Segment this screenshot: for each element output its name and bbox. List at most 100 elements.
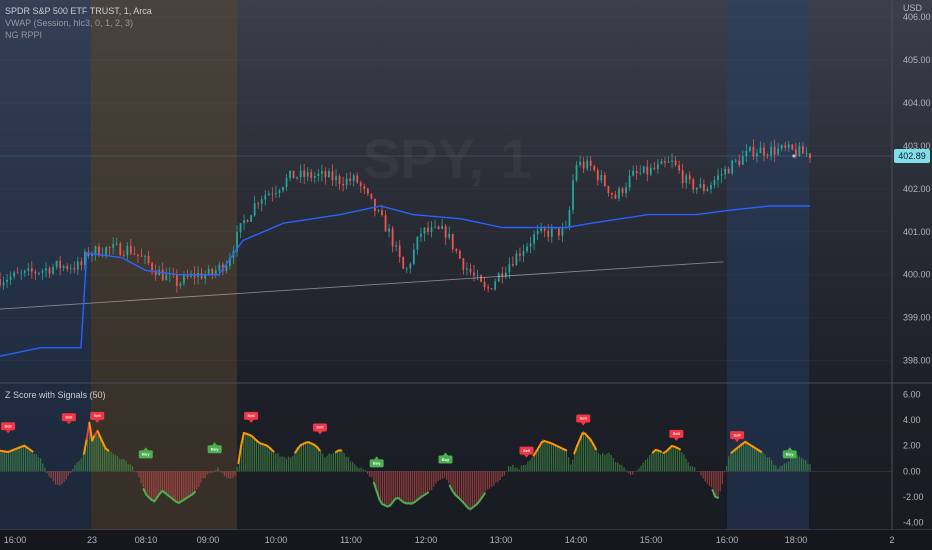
candle-body (161, 269, 164, 281)
candle-body (73, 268, 76, 270)
candle-body (292, 170, 295, 179)
zscore-tick-label: 6.00 (903, 389, 921, 399)
candle-body (437, 226, 440, 229)
candle-body (416, 236, 419, 250)
zscore-line-segment (481, 492, 486, 499)
candle-body (784, 145, 787, 148)
postmarket-shade-right (727, 0, 809, 530)
candle-body (66, 265, 69, 269)
candle-body (76, 261, 79, 270)
candle-body (363, 186, 366, 189)
candle-body (780, 145, 783, 149)
indicator-legend[interactable]: NG RPPI (5, 30, 43, 40)
candle-body (345, 178, 348, 186)
candle-body (69, 268, 72, 270)
candle-body (635, 170, 638, 174)
candle-body (451, 233, 454, 250)
signal-label: Sell (316, 425, 323, 430)
vwap-legend[interactable]: VWAP (Session, hlc3, 0, 1, 2, 3) (5, 18, 134, 28)
candle-body (671, 160, 673, 162)
candle-body (586, 160, 589, 169)
candle-body (752, 146, 755, 157)
candle-body (175, 274, 178, 286)
candle-body (239, 223, 242, 233)
candle-body (473, 272, 475, 276)
rppi-trendline (0, 261, 724, 310)
time-axis-labels: 16:00 23 08:10 09:00 10:00 11:00 12:00 13:00 14:… (4, 535, 895, 545)
candle-body (614, 194, 617, 199)
sell-signal: Sell (90, 411, 105, 423)
candle-body (734, 160, 737, 162)
candle-body (342, 183, 345, 186)
candle-body (27, 268, 30, 271)
candle-body (678, 165, 681, 171)
zscore-tick-label: 2.00 (903, 441, 921, 451)
candle-body (476, 275, 479, 277)
symbol-title[interactable]: SPDR S&P 500 ETF TRUST, 1, Arca (5, 6, 152, 16)
time-tick-label: 11:00 (340, 535, 362, 545)
candle-body (324, 171, 327, 178)
time-tick-label: 2 (889, 535, 894, 545)
time-tick-label: 15:00 (640, 535, 663, 545)
zscore-line-segment (573, 445, 579, 455)
signal-label: Sell (523, 448, 530, 453)
candle-body (611, 192, 613, 195)
zscore-line-segment (592, 443, 597, 451)
candle-body (282, 187, 284, 191)
candle-body (267, 193, 270, 196)
candle-body (543, 228, 546, 231)
candle-body (713, 180, 716, 186)
candle-body (515, 253, 518, 266)
candle-body (405, 268, 408, 270)
price-axis[interactable]: 406.00 405.00 404.00 403.00 402.00 401.00 400.… (0, 12, 931, 365)
signal-label: Buy (373, 461, 381, 466)
candle-body (561, 227, 564, 236)
candle-body (805, 153, 808, 155)
candle-body (310, 172, 313, 178)
candle-body (105, 247, 108, 256)
candle-body (6, 279, 8, 283)
candle-body (303, 170, 306, 177)
candle-body (391, 228, 394, 247)
candle-body (260, 199, 263, 204)
candle-body (745, 150, 748, 157)
zscore-line-segment (82, 438, 88, 455)
candle-body (802, 146, 804, 154)
time-axis[interactable] (0, 530, 932, 550)
zscore-line-segment (375, 489, 381, 501)
zscore-legend[interactable]: Z Score with Signals (50) (5, 390, 106, 400)
candle-body (731, 160, 734, 174)
candle-body (253, 203, 256, 216)
candle-body (441, 225, 444, 229)
candle-body (377, 210, 380, 212)
candle-body (48, 268, 51, 274)
main-legend[interactable]: SPDR S&P 500 ETF TRUST, 1, Arca VWAP (Se… (5, 5, 152, 41)
zscore-line-segment (711, 489, 717, 498)
candle-body (183, 275, 185, 284)
zscore-line-segment (237, 444, 243, 465)
signal-label: Buy (442, 457, 450, 462)
signal-label: Sell (5, 423, 12, 428)
candle-body (370, 193, 373, 199)
candle-body (469, 268, 472, 273)
candle-body (628, 175, 631, 188)
zscore-pane[interactable]: Sell Sell Sell Buy Buy Sell Sell Buy Buy Sell Sell… (0, 411, 892, 511)
candle-body (579, 161, 581, 165)
zscore-axis[interactable]: 6.00 4.00 2.00 0.00 -2.00 -4.00 (903, 389, 924, 527)
price-tick-label: 402.00 (903, 184, 931, 194)
candle-body (335, 176, 337, 181)
price-pane[interactable] (0, 139, 811, 357)
candle-body (741, 156, 744, 165)
candle-body (349, 178, 352, 182)
candle-body (667, 161, 670, 163)
candle-body (23, 270, 26, 273)
session-shading (0, 0, 809, 530)
candle-body (122, 255, 125, 257)
candle-body (306, 172, 309, 177)
candle-body (621, 188, 624, 194)
candle-body (420, 233, 422, 237)
buy-signal: Buy (782, 447, 797, 459)
candle-body (508, 264, 511, 273)
candle-body (38, 272, 40, 274)
